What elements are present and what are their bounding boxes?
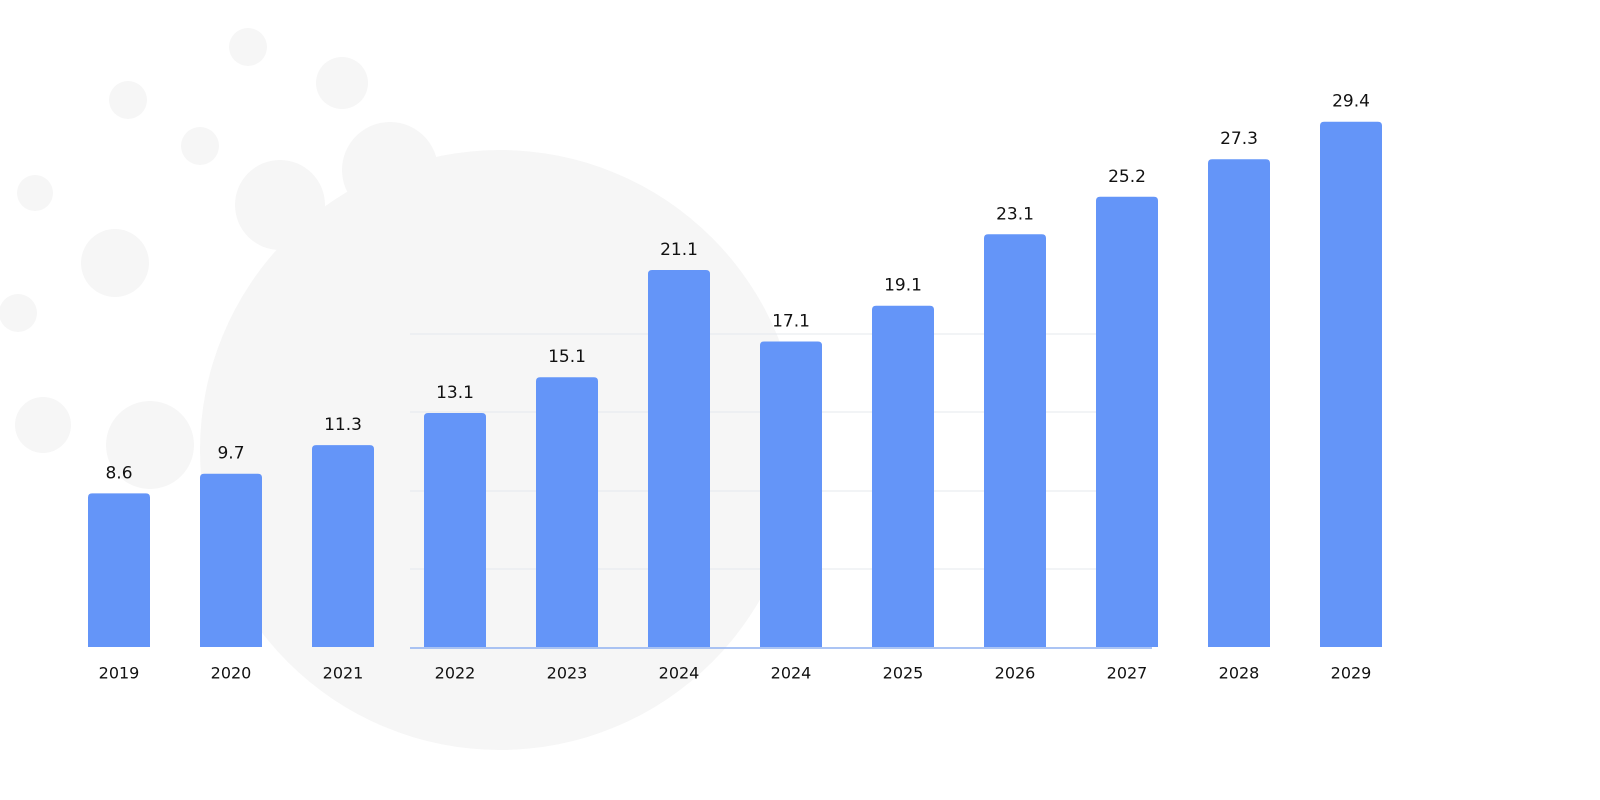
value-label: 25.2 [1108,167,1146,187]
bar [424,412,486,647]
x-tick-label: 2027 [1107,664,1148,683]
x-tick-label: 2024 [771,664,812,683]
x-tick-label: 2028 [1219,664,1260,683]
bar [536,377,598,647]
value-label: 17.1 [772,311,810,331]
value-label: 23.1 [996,204,1034,224]
x-tick-label: 2019 [99,664,140,683]
bar [648,270,710,647]
value-label: 15.1 [548,347,586,367]
bar [312,445,374,647]
x-tick-label: 2025 [883,664,924,683]
value-label: 11.3 [324,415,362,435]
value-label: 29.4 [1332,92,1370,112]
x-tick-label: 2020 [211,664,252,683]
value-label: 8.6 [105,463,132,483]
bar [1320,121,1382,648]
bar [984,234,1046,647]
bar [872,305,934,647]
x-tick-label: 2026 [995,664,1036,683]
value-label: 9.7 [217,444,244,464]
x-tick-label: 2029 [1331,664,1372,683]
bar [1208,159,1270,648]
x-tick-label: 2021 [323,664,364,683]
bar [200,473,262,647]
x-tick-label: 2022 [435,664,476,683]
bar [1096,196,1158,647]
bar [760,341,822,647]
value-label: 13.1 [436,383,474,403]
value-label: 19.1 [884,276,922,296]
x-tick-label: 2024 [659,664,700,683]
value-label: 21.1 [660,240,698,260]
value-label: 27.3 [1220,129,1258,149]
bar [88,493,150,647]
x-tick-label: 2023 [547,664,588,683]
